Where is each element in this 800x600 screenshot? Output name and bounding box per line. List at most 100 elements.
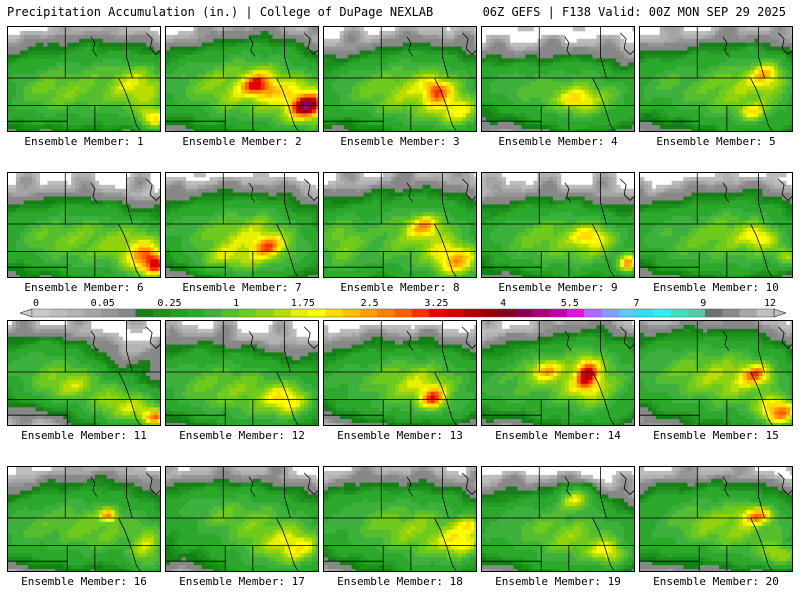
colorbar-swatch [152,309,171,317]
ensemble-member-7-label: Ensemble Member: 7 [165,281,319,294]
ensemble-member-13-map [323,320,477,426]
colorbar-swatch [32,309,50,317]
colorbar-swatch [428,309,447,317]
colorbar-swatch [653,309,671,317]
colorbar-swatch [170,309,188,317]
colorbar-swatch [532,309,550,317]
colorbar-swatch [256,309,274,317]
colorbar-swatch [497,309,516,317]
ensemble-member-19-label: Ensemble Member: 19 [481,575,635,588]
colorbar-swatch [411,309,430,317]
colorbar-swatch [739,309,758,317]
ensemble-member-14-label: Ensemble Member: 14 [481,429,635,442]
ensemble-member-2-label: Ensemble Member: 2 [165,135,319,148]
colorbar-swatch [325,309,343,317]
state-borders [640,27,792,131]
colorbar-swatch [394,309,412,317]
colorbar-swatch [290,309,309,317]
ensemble-member-14-map [481,320,635,426]
colorbar-tick-label: 1 [233,298,239,309]
state-borders [324,173,476,277]
colorbar-tick-label: 7 [634,298,640,309]
colorbar-swatch [446,309,464,317]
colorbar-swatch [377,309,395,317]
colorbar-swatch [601,309,619,317]
colorbar-swatch [670,309,689,317]
state-borders [640,467,792,571]
colorbar-swatch [204,309,223,317]
state-borders [482,173,634,277]
ensemble-member-18-map [323,466,477,572]
colorbar-swatch [66,309,85,317]
ensemble-member-1-map [7,26,161,132]
colorbar-right-arrow [773,308,786,318]
state-borders [482,467,634,571]
ensemble-member-9-label: Ensemble Member: 9 [481,281,635,294]
state-borders [640,321,792,425]
ensemble-member-18-label: Ensemble Member: 18 [323,575,477,588]
page-title-right: 06Z GEFS | F138 Valid: 00Z MON SEP 29 20… [483,5,786,19]
ensemble-member-20-label: Ensemble Member: 20 [639,575,793,588]
colorbar-swatch [549,309,568,317]
state-borders [8,321,160,425]
state-borders [8,173,160,277]
ensemble-member-17-map [165,466,319,572]
ensemble-member-7-map [165,172,319,278]
ensemble-member-1-label: Ensemble Member: 1 [7,135,161,148]
colorbar-tick-label: 4 [500,298,506,309]
colorbar-swatch [756,309,775,317]
colorbar-swatch [722,309,740,317]
colorbar-tick-label: 9 [700,298,706,309]
ensemble-member-6-map [7,172,161,278]
colorbar-swatch [239,309,257,317]
ensemble-member-11-label: Ensemble Member: 11 [7,429,161,442]
ensemble-member-15-map [639,320,793,426]
state-borders [482,27,634,131]
colorbar-tick-label: 0.25 [157,298,181,309]
ensemble-member-3-map [323,26,477,132]
colorbar-swatch [49,309,67,317]
ensemble-member-11-map [7,320,161,426]
ensemble-member-13-label: Ensemble Member: 13 [323,429,477,442]
colorbar-swatch [135,309,154,317]
state-borders [640,173,792,277]
ensemble-member-10-label: Ensemble Member: 10 [639,281,793,294]
ensemble-member-4-map [481,26,635,132]
colorbar-swatch [480,309,499,317]
ensemble-member-2-map [165,26,319,132]
colorbar-swatch [618,309,637,317]
colorbar-tick-label: 1.75 [291,298,315,309]
state-borders [166,467,318,571]
colorbar: 0 0.05 0.25 1 1.75 2.5 3.25 4 5.5 7 9 12 [20,298,786,318]
colorbar-tick-label: 3.25 [424,298,448,309]
colorbar-tick-label: 0.05 [91,298,115,309]
ensemble-member-5-label: Ensemble Member: 5 [639,135,793,148]
ensemble-member-4-label: Ensemble Member: 4 [481,135,635,148]
ensemble-member-12-map [165,320,319,426]
colorbar-swatch [463,309,481,317]
ensemble-member-16-label: Ensemble Member: 16 [7,575,161,588]
colorbar-swatch [101,309,119,317]
colorbar-swatch [687,309,706,317]
colorbar-swatch [566,309,585,317]
colorbar-swatch [359,309,378,317]
ensemble-member-16-map [7,466,161,572]
state-borders [8,27,160,131]
ensemble-member-19-map [481,466,635,572]
colorbar-swatch [187,309,205,317]
state-borders [166,27,318,131]
ensemble-member-9-map [481,172,635,278]
state-borders [324,321,476,425]
colorbar-swatch [635,309,654,317]
colorbar-swatch [515,309,533,317]
ensemble-member-20-map [639,466,793,572]
colorbar-swatch [308,309,326,317]
colorbar-tick-label: 2.5 [361,298,379,309]
colorbar-swatch [118,309,136,317]
ensemble-member-8-map [323,172,477,278]
state-borders [482,321,634,425]
colorbar-tick-label: 5.5 [561,298,579,309]
colorbar-swatch [83,309,102,317]
state-borders [166,321,318,425]
colorbar-swatch [221,309,240,317]
